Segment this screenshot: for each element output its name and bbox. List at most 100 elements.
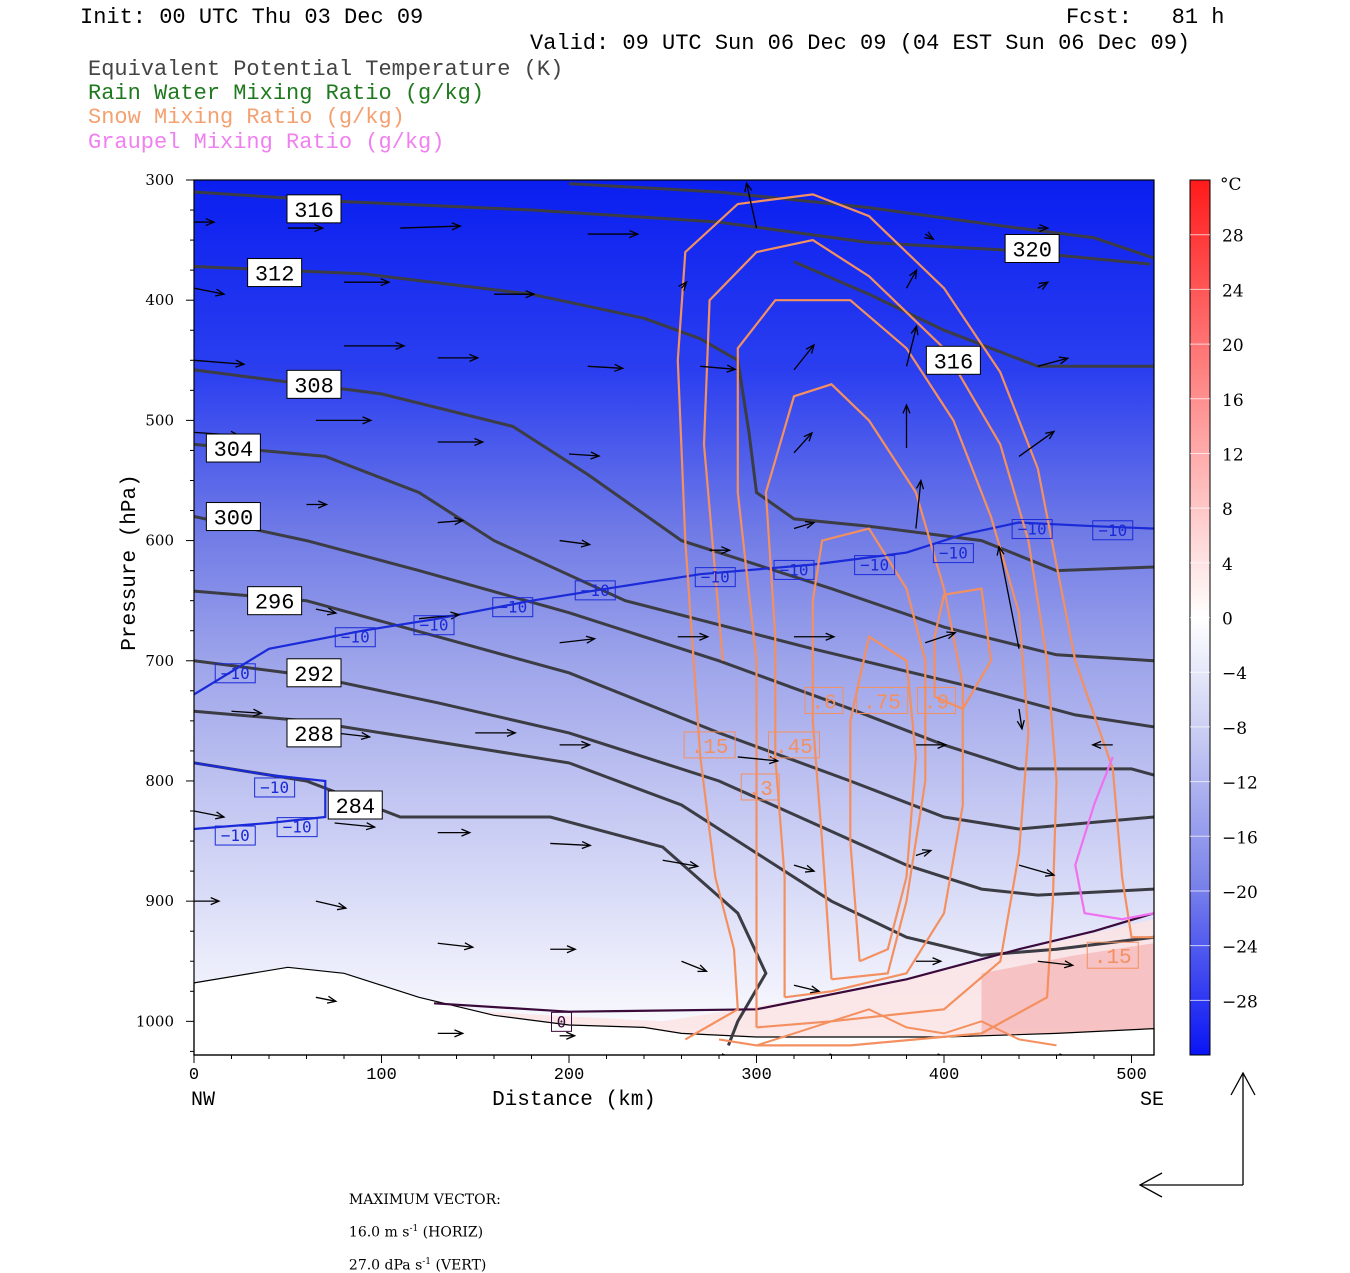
wind-vector-head	[921, 849, 933, 857]
wind-vector	[902, 403, 911, 449]
wind-vector-head	[1038, 281, 1050, 290]
theta-e-contour-320	[568, 182, 1154, 260]
theta-e-label: 300	[214, 507, 254, 532]
legend-snow: Snow Mixing Ratio (g/kg)	[88, 105, 405, 130]
snow-label: .9	[924, 692, 949, 715]
snow-label-box	[804, 686, 844, 714]
wind-vector-head	[1091, 740, 1102, 750]
colorbar-tick-label: 28	[1222, 227, 1244, 247]
snow-label-box	[856, 686, 909, 714]
snow-label-box	[740, 773, 780, 801]
x-right-end-label: SE	[1140, 1089, 1164, 1112]
wind-vector	[996, 545, 1020, 649]
wind-vector-head	[326, 607, 338, 616]
wind-vector	[905, 268, 918, 289]
wind-vector-head	[1039, 223, 1050, 233]
wind-vector-head	[454, 1029, 465, 1038]
colorbar-tick-label: 4	[1222, 555, 1233, 575]
init-time-label: Init: 00 UTC Thu 03 Dec 09	[80, 5, 424, 30]
wind-vector	[194, 287, 226, 297]
wind-vector-shaft	[568, 453, 600, 457]
vert-vector-value: 27.0 dPa s	[348, 1257, 423, 1273]
colorbar-tick-label: 24	[1222, 281, 1244, 301]
snow-contour-6	[933, 587, 993, 711]
wind-vector-shaft	[194, 359, 245, 365]
wind-vector-shaft	[1037, 281, 1049, 289]
wind-vector-shaft	[400, 225, 461, 229]
wind-vector	[915, 478, 925, 529]
wind-vector	[681, 960, 709, 973]
wind-vector-head	[461, 828, 472, 837]
wind-vector	[315, 607, 338, 616]
snow-contour-1	[702, 238, 1058, 1047]
minus10-label: −10	[260, 778, 289, 797]
minus10-label-box	[254, 777, 296, 798]
vector-key-vertical-head	[1230, 1071, 1256, 1096]
wind-vector-head	[581, 840, 592, 850]
wind-vector-shaft	[925, 632, 956, 644]
x-tick-label: 100	[366, 1066, 397, 1085]
y-tick-label: 500	[145, 411, 174, 429]
wind-vector-shaft	[998, 546, 1020, 649]
wind-vector	[194, 810, 226, 820]
theta-e-label: 308	[294, 374, 334, 399]
max-vector-footer: MAXIMUM VECTOR: 16.0 m s-1 (HORIZ) 27.0 …	[340, 1176, 501, 1273]
wind-vector-head	[469, 353, 480, 362]
wind-vector-head	[744, 181, 753, 193]
colorbar-tick-label: −24	[1222, 938, 1258, 958]
theta-e-contour-292	[194, 659, 1154, 897]
legend-theta-e: Equivalent Potential Temperature (K)	[88, 57, 564, 82]
minus10-label-box	[694, 567, 736, 588]
wind-vector-shaft	[793, 984, 820, 992]
vert-suffix: (VERT)	[431, 1257, 487, 1273]
colorbar-tick-label: −4	[1222, 664, 1247, 684]
legend-graupel: Graupel Mixing Ratio (g/kg)	[88, 130, 445, 155]
wind-vector-head	[317, 500, 329, 509]
theta-e-label-box	[247, 586, 303, 616]
wind-vector-shaft	[793, 432, 813, 454]
theta-e-contour-300	[194, 515, 1154, 777]
wind-vector-shaft	[1018, 708, 1023, 729]
wind-vector	[306, 500, 329, 509]
wind-vector	[315, 416, 373, 425]
y-tick-label: 1000	[136, 1012, 174, 1030]
theta-e-contour-304	[194, 442, 1154, 729]
minus10-label: −10	[860, 556, 889, 575]
wind-vector-head	[362, 416, 373, 425]
snow-label: .6	[811, 692, 836, 715]
wind-vector-head	[235, 359, 246, 368]
forecast-hour-label: Fcst: 81 h	[1066, 5, 1225, 30]
x-tick-label: 0	[189, 1066, 199, 1085]
snow-contour-low	[756, 1008, 1057, 1047]
wind-vector-head	[210, 897, 221, 906]
wind-vector-head	[678, 280, 688, 291]
minus10-label: −10	[420, 616, 449, 635]
theta-e-label: 316	[294, 199, 334, 224]
wind-vector-head	[566, 945, 577, 954]
wind-vector	[1018, 430, 1056, 457]
wind-vector-head	[1045, 430, 1056, 440]
wind-vector-shaft	[1037, 960, 1073, 966]
minus10-label: −10	[780, 560, 809, 579]
wind-vector-shaft	[559, 539, 590, 546]
wind-vector-head	[1016, 719, 1025, 731]
wind-vector-head	[803, 431, 814, 442]
wind-vector-head	[581, 740, 592, 750]
snow-contour-2	[736, 299, 1030, 1029]
wind-vector	[559, 635, 597, 644]
horiz-suffix: (HORIZ)	[418, 1224, 484, 1241]
legend-rain-water: Rain Water Mixing Ratio (g/kg)	[88, 81, 485, 106]
colorbar-tick-label: −20	[1222, 883, 1258, 903]
horiz-vector-value: 16.0 m s	[348, 1224, 410, 1241]
minus10-label-box	[1011, 519, 1053, 540]
zero-label-box	[551, 1011, 572, 1032]
wind-vector-shaft	[315, 608, 337, 614]
wind-vector-head	[726, 364, 737, 373]
wind-vector	[194, 359, 246, 368]
wind-vector	[559, 740, 592, 750]
snow-contour-4	[811, 527, 927, 981]
wind-vector	[925, 631, 957, 644]
temperature-shading	[194, 180, 1154, 1055]
wind-vector-shaft	[194, 810, 225, 818]
colorbar-tick-label: −28	[1222, 992, 1258, 1012]
